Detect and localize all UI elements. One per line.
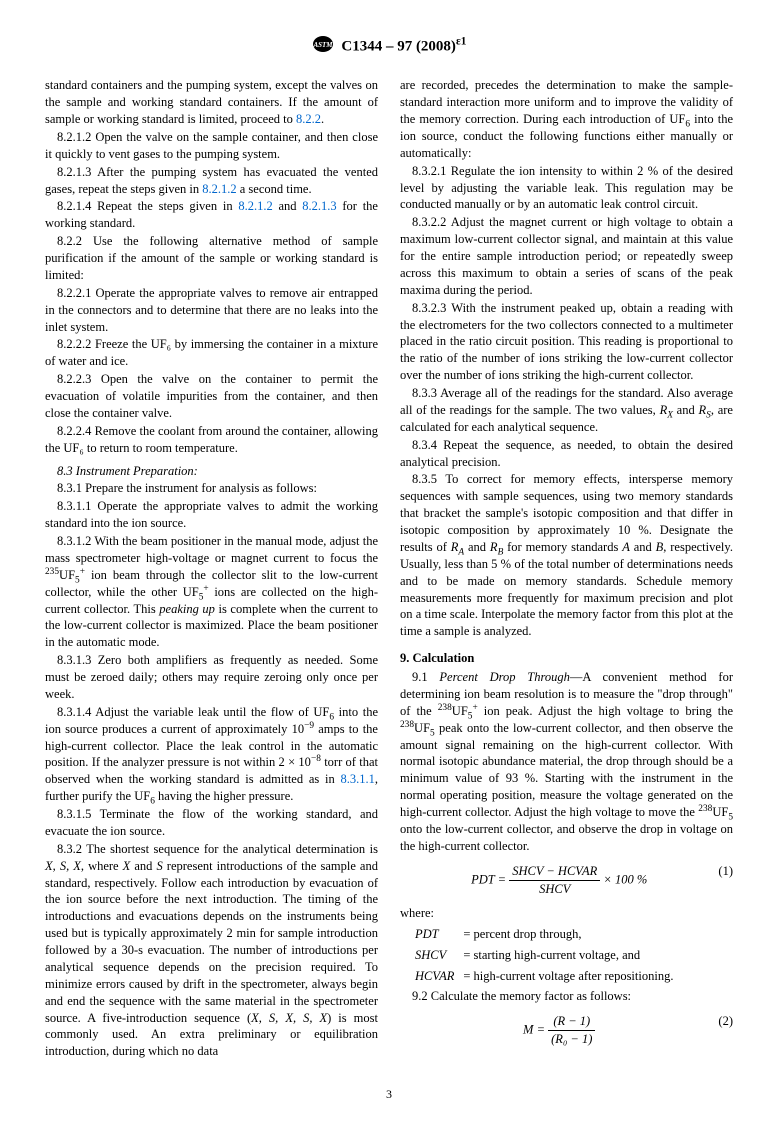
xref[interactable]: 8.2.1.2 <box>202 182 236 196</box>
para: 8.3.1.1 Operate the appropriate valves t… <box>45 498 378 532</box>
para: 8.3.2 The shortest sequence for the anal… <box>45 841 378 1060</box>
para: 8.3.5 To correct for memory effects, int… <box>400 471 733 640</box>
para: 8.3.1.3 Zero both amplifiers as frequent… <box>45 652 378 703</box>
para: 8.3.1.5 Terminate the flow of the workin… <box>45 806 378 840</box>
para: 8.3.3 Average all of the readings for th… <box>400 385 733 436</box>
para: 8.2.2.2 Freeze the UF₆ by immersing the … <box>45 336 378 370</box>
para: 8.2.2.1 Operate the appropriate valves t… <box>45 285 378 336</box>
para: 8.2.2 Use the following alternative meth… <box>45 233 378 284</box>
xref[interactable]: 8.2.1.3 <box>302 199 336 213</box>
equation-1: PDT = SHCV − HCVARSHCV × 100 % (1) <box>400 863 733 898</box>
xref[interactable]: 8.2.2 <box>296 112 321 126</box>
astm-logo: ASTM <box>312 35 334 59</box>
para: are recorded, precedes the determination… <box>400 77 733 161</box>
doc-header: ASTM C1344 – 97 (2008)ε1 <box>45 35 733 59</box>
para: standard containers and the pumping syst… <box>45 77 378 128</box>
where-table: PDT= percent drop through, SHCV= startin… <box>412 923 681 988</box>
page-number: 3 <box>45 1086 733 1102</box>
epsilon: ε1 <box>456 36 466 48</box>
para: 8.2.1.4 Repeat the steps given in 8.2.1.… <box>45 198 378 232</box>
xref[interactable]: 8.2.1.2 <box>238 199 272 213</box>
para: 9.2 Calculate the memory factor as follo… <box>400 988 733 1005</box>
para: 8.3.1.2 With the beam positioner in the … <box>45 533 378 651</box>
section-head: 9. Calculation <box>400 650 733 667</box>
para: 8.3.1 Prepare the instrument for analysi… <box>45 480 378 497</box>
para: 8.3.2.1 Regulate the ion intensity to wi… <box>400 163 733 214</box>
para: 8.2.1.3 After the pumping system has eva… <box>45 164 378 198</box>
para: 9.1 Percent Drop Through—A convenient me… <box>400 669 733 855</box>
equation-2: M = (R − 1)(R₀ − 1) (2) <box>400 1013 733 1048</box>
para: 8.2.2.4 Remove the coolant from around t… <box>45 423 378 457</box>
body-columns: standard containers and the pumping syst… <box>45 77 733 1060</box>
para: 8.3.4 Repeat the sequence, as needed, to… <box>400 437 733 471</box>
svg-text:ASTM: ASTM <box>312 41 333 49</box>
xref[interactable]: 8.3.1.1 <box>341 772 375 786</box>
where-label: where: <box>400 905 733 922</box>
para: 8.2.2.3 Open the valve on the container … <box>45 371 378 422</box>
para: 8.3.2.3 With the instrument peaked up, o… <box>400 300 733 384</box>
para: 8.3.2.2 Adjust the magnet current or hig… <box>400 214 733 298</box>
para: 8.3.1.4 Adjust the variable leak until t… <box>45 704 378 805</box>
subsection-head: 8.3 Instrument Preparation: <box>45 463 378 480</box>
para: 8.2.1.2 Open the valve on the sample con… <box>45 129 378 163</box>
designation: C1344 – 97 (2008) <box>341 39 456 55</box>
